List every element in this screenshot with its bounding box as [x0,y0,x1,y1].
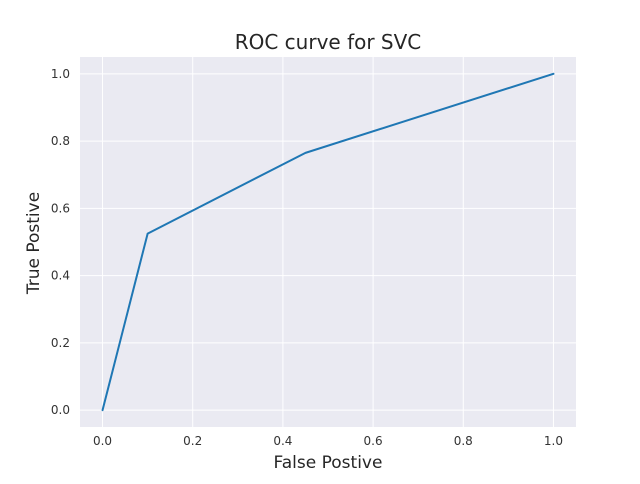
x-axis-label: False Postive [274,453,383,473]
x-tick-label-2: 0.4 [273,434,292,448]
roc-curve-line-0 [101,72,555,412]
x-tick-label-3: 0.6 [364,434,383,448]
y-axis-label: True Postive [24,192,44,295]
y-tick-label-0: 0.0 [51,403,70,417]
series-layer [101,72,555,412]
y-axis-ticks: 0.0 0.2 0.4 0.6 0.8 1.0 [51,67,70,417]
x-tick-label-1: 0.2 [183,434,202,448]
x-tick-label-0: 0.0 [93,434,112,448]
y-tick-label-5: 1.0 [51,67,70,81]
y-tick-label-3: 0.6 [51,201,70,215]
chart-title: ROC curve for SVC [235,30,422,54]
x-tick-label-5: 1.0 [544,434,563,448]
y-tick-label-4: 0.8 [51,134,70,148]
plot-area [80,57,576,427]
y-tick-label-1: 0.2 [51,336,70,350]
grid-lines [80,57,576,427]
x-axis-ticks: 0.0 0.2 0.4 0.6 0.8 1.0 [93,434,563,448]
y-tick-label-2: 0.4 [51,269,70,283]
x-tick-label-4: 0.8 [454,434,473,448]
